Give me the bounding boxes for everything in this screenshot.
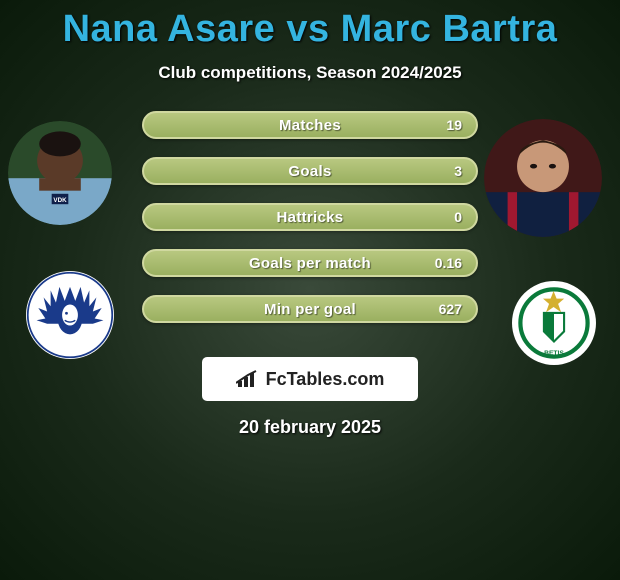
player1-avatar-img: VDK (8, 121, 112, 225)
stat-bar: Matches 19 (142, 111, 478, 139)
stat-bar: Min per goal 627 (142, 295, 478, 323)
stat-bar: Hattricks 0 (142, 203, 478, 231)
comparison-arena: VDK (0, 111, 620, 323)
brand-chart-icon (236, 369, 260, 389)
svg-text:VDK: VDK (53, 197, 67, 204)
player1-avatar: VDK (8, 121, 112, 225)
svg-text:BETIS: BETIS (544, 350, 564, 357)
stat-label: Hattricks (277, 209, 344, 226)
subtitle: Club competitions, Season 2024/2025 (0, 63, 620, 83)
player1-club-badge (26, 271, 114, 359)
player2-avatar-img (484, 119, 602, 237)
stat-label: Min per goal (264, 301, 356, 318)
brand-badge: FcTables.com (202, 357, 418, 401)
club2-logo: BETIS (512, 281, 596, 365)
stat-bars: Matches 19 Goals 3 Hattricks 0 Goals per… (142, 111, 478, 323)
player2-avatar (484, 119, 602, 237)
brand-text: FcTables.com (266, 369, 385, 390)
player2-club-badge: BETIS (512, 281, 596, 365)
stat-value: 0.16 (435, 255, 462, 271)
stat-value: 19 (446, 117, 462, 133)
stat-label: Goals per match (249, 255, 371, 272)
date-text: 20 february 2025 (0, 417, 620, 438)
stat-value: 627 (439, 301, 462, 317)
club1-logo (26, 271, 114, 359)
stat-bar: Goals 3 (142, 157, 478, 185)
stat-value: 0 (454, 209, 462, 225)
stat-value: 3 (454, 163, 462, 179)
stat-label: Goals (288, 163, 331, 180)
page-title: Nana Asare vs Marc Bartra (0, 0, 620, 51)
stat-bar: Goals per match 0.16 (142, 249, 478, 277)
stat-label: Matches (279, 117, 341, 134)
